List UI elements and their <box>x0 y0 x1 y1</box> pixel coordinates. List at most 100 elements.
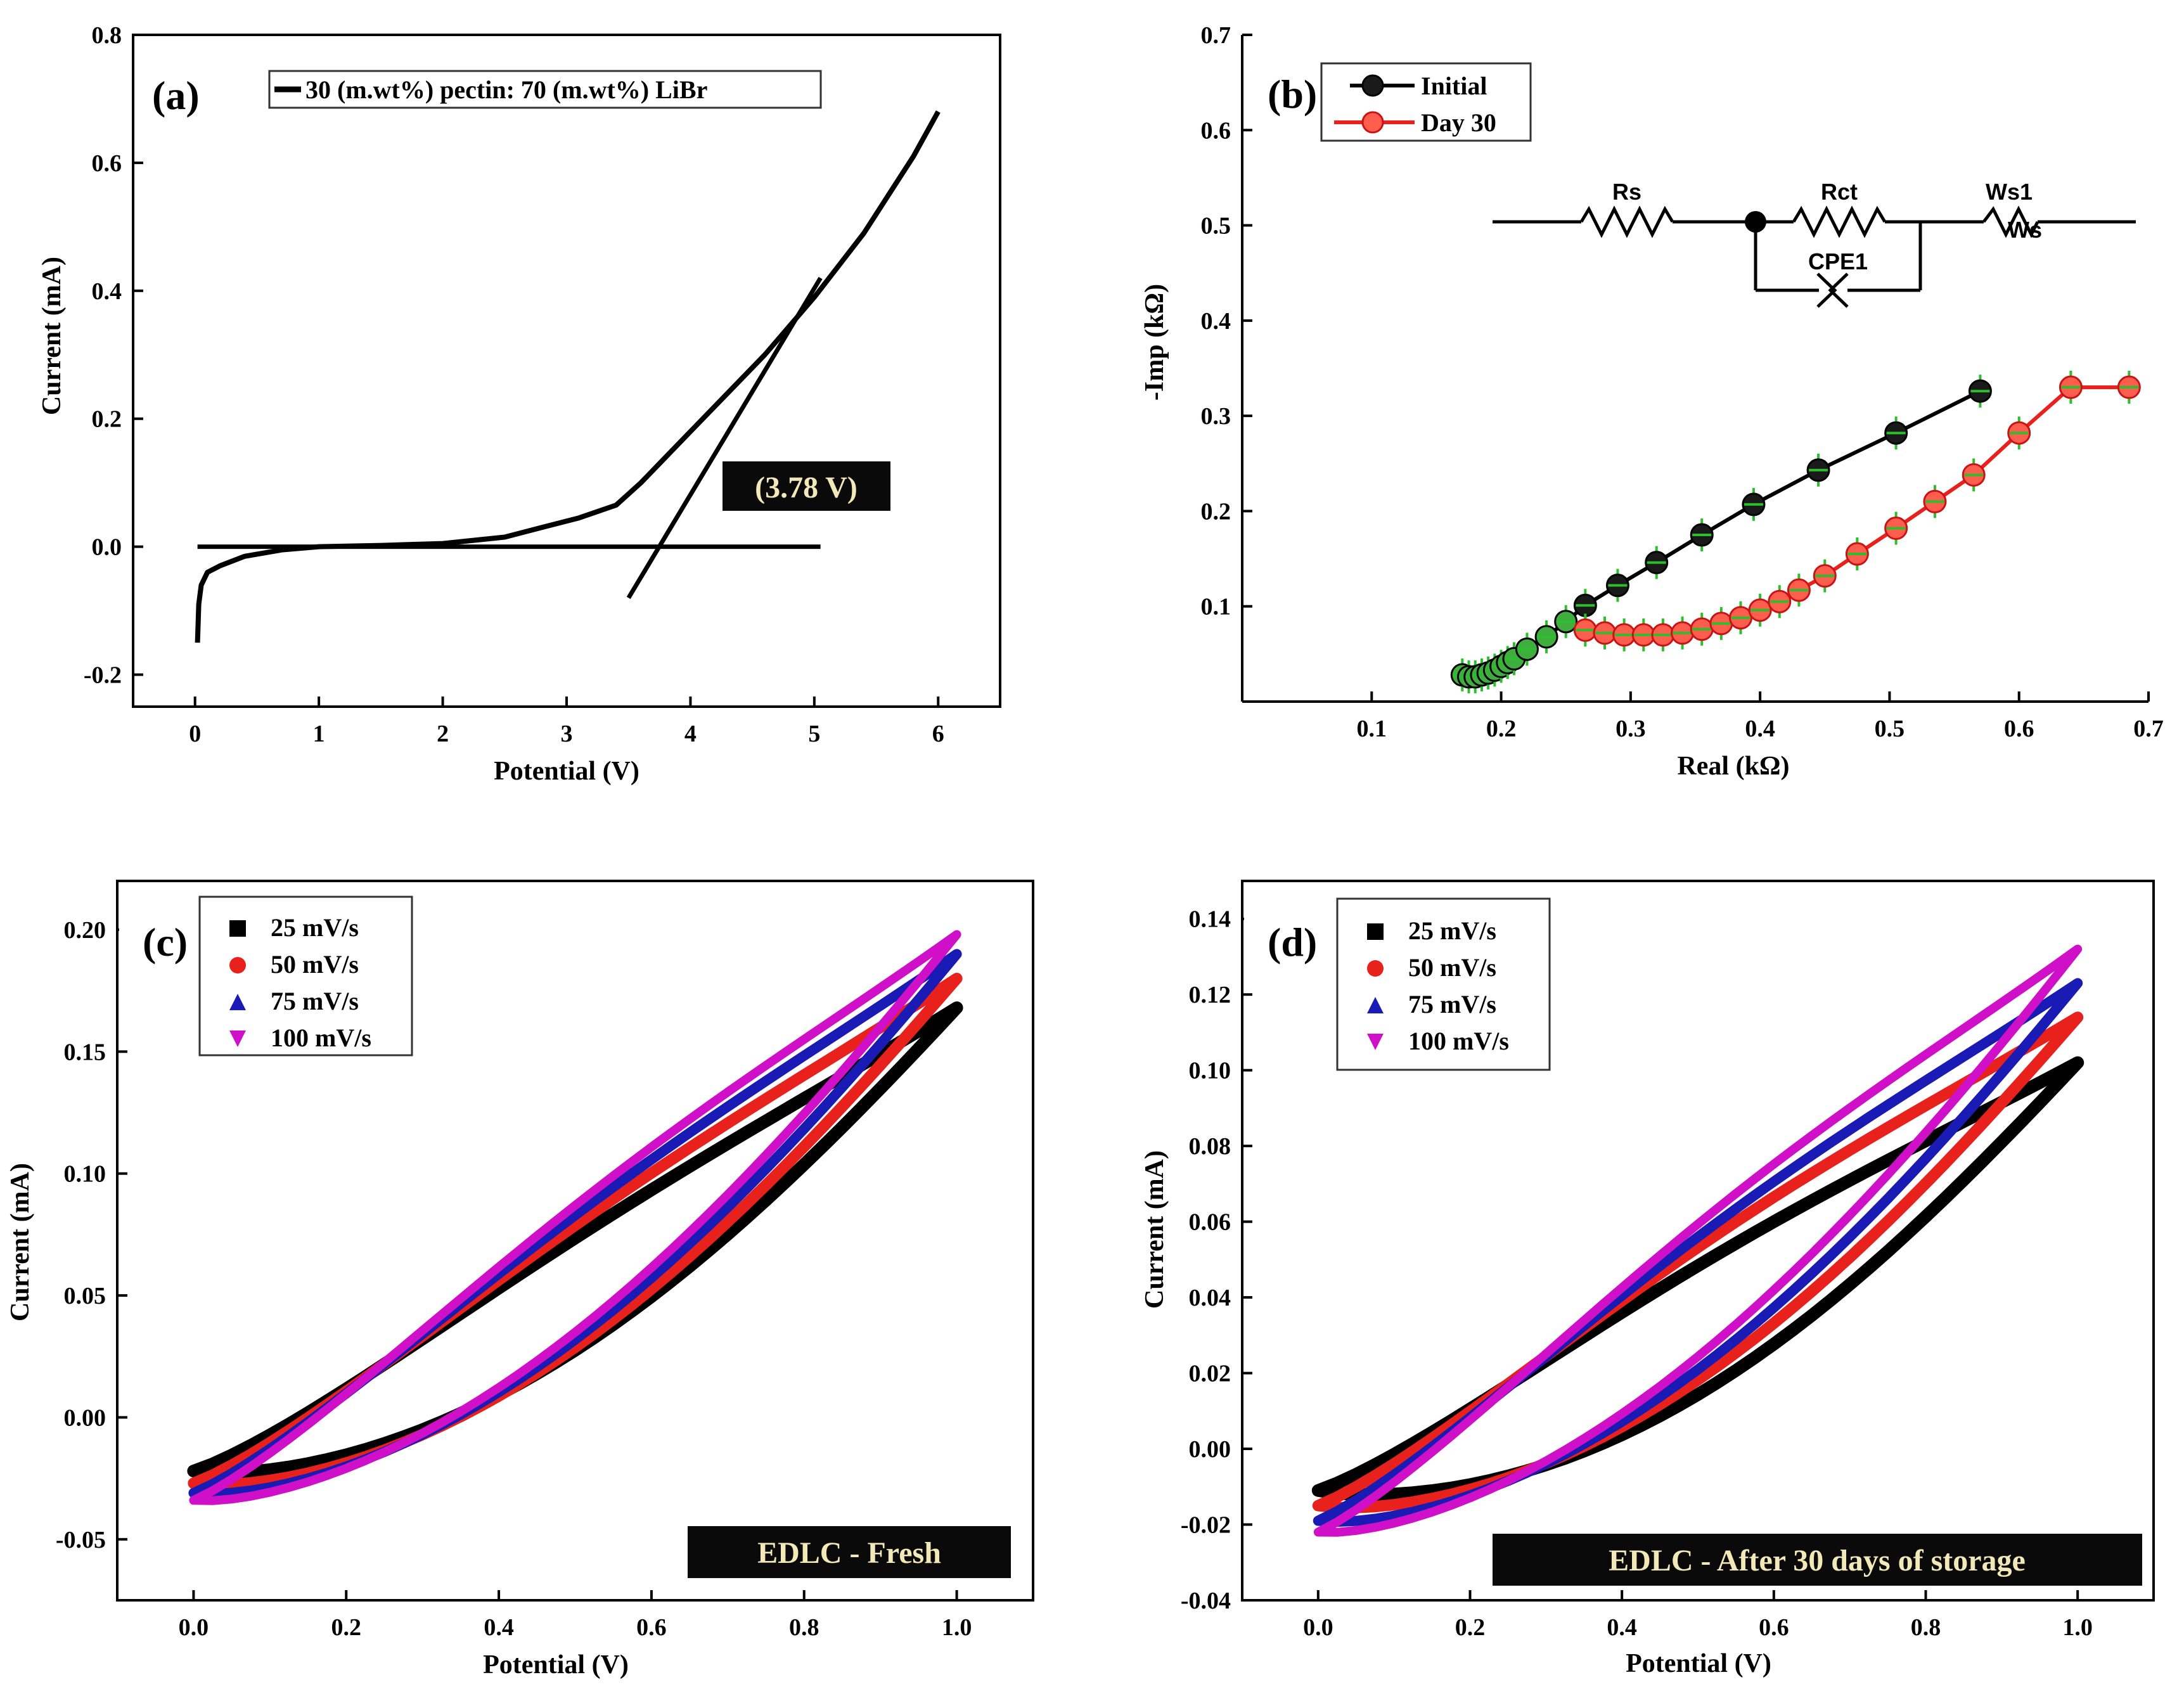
panel-b: 0.1 0.2 0.3 0.4 0.5 0.6 0.7 0.1 0.2 0.3 0.4 0.5 0.6 0… <box>1140 22 2164 781</box>
panel-a-xlabel: Potential (V) <box>494 757 639 786</box>
legend-label: 75 mV/s <box>271 987 359 1015</box>
x-tick-label: 0.2 <box>331 1614 362 1641</box>
panel-a: 0 1 2 3 4 5 6 -0.2 0.0 0.2 0.4 0.6 0.8 Potential (V)… <box>37 22 1001 786</box>
circuit-label-ws1: Ws1 <box>1986 179 2033 205</box>
y-tick-label: 0.6 <box>1201 117 1231 144</box>
x-tick-label: 0.6 <box>1759 1614 1789 1641</box>
legend-label: 100 mV/s <box>1408 1027 1509 1055</box>
y-tick-label: 0.2 <box>92 406 122 433</box>
x-tick-label: 0.1 <box>1357 716 1387 742</box>
warburg-element <box>1982 205 2039 238</box>
panel-a-ticks: 0 1 2 3 4 5 6 -0.2 0.0 0.2 0.4 0.6 0.8 <box>84 22 944 747</box>
series-day-30 <box>1573 371 2141 652</box>
legend-marker <box>1367 960 1384 977</box>
equivalent-circuit <box>1493 205 2136 308</box>
y-tick-label: 0.10 <box>64 1161 106 1188</box>
x-tick-label: 1.0 <box>2062 1614 2093 1641</box>
legend-marker-day30 <box>1361 111 1384 134</box>
circuit-label-ws: Ws <box>2008 217 2042 243</box>
x-tick-label: 4 <box>684 721 697 747</box>
y-tick-label: 0.04 <box>1189 1285 1231 1311</box>
y-tick-label: 0.6 <box>92 150 122 177</box>
panel-c-ylabel: Current (mA) <box>6 1163 35 1321</box>
panel-d-series <box>1311 944 2084 1537</box>
y-tick-label: 0.00 <box>1189 1436 1231 1463</box>
panel-b-tag: (b) <box>1268 72 1317 117</box>
circuit-node <box>1745 211 1766 233</box>
x-tick-label: 0.3 <box>1616 716 1646 742</box>
panel-d-annotation: EDLC - After 30 days of storage <box>1609 1544 2026 1577</box>
panel-b-xlabel: Real (kΩ) <box>1677 752 1789 781</box>
panel-a-annotation-box <box>723 461 890 511</box>
circuit-label-cpe1: CPE1 <box>1808 248 1868 274</box>
panel-c-ticks: 0.0 0.2 0.4 0.6 0.8 1.0 -0.05 0.00 0.05 0.10 0.15 0… <box>56 917 972 1641</box>
x-tick-label: 3 <box>561 721 573 747</box>
legend-label: 25 mV/s <box>271 913 359 942</box>
legend-label: 100 mV/s <box>271 1024 371 1052</box>
y-tick-label: 0.10 <box>1189 1058 1231 1084</box>
panel-d-ylabel: Current (mA) <box>1140 1150 1169 1309</box>
panel-c-xlabel: Potential (V) <box>483 1650 629 1679</box>
legend-marker <box>229 920 246 937</box>
legend-marker <box>1367 923 1384 940</box>
x-tick-label: 1.0 <box>942 1614 972 1641</box>
x-tick-label: 0.2 <box>1455 1614 1486 1641</box>
cpe-element <box>1816 273 1837 308</box>
panel-d-annotation-box <box>1493 1534 2142 1586</box>
panel-c-tag: (c) <box>143 920 188 965</box>
y-tick-label: 0.12 <box>1189 982 1231 1008</box>
panel-c-legend: 25 mV/s 50 mV/s 75 mV/s 100 mV/s <box>229 913 371 1052</box>
panel-a-ylabel: Current (mA) <box>37 257 67 415</box>
panel-c-frame <box>116 880 1034 1602</box>
y-tick-label: -0.04 <box>1181 1588 1231 1614</box>
x-tick-label: 0.0 <box>1303 1614 1333 1641</box>
panel-a-tag: (a) <box>152 73 200 118</box>
panel-a-frame <box>132 34 1001 708</box>
panel-b-ticks: 0.1 0.2 0.3 0.4 0.5 0.6 0.7 0.1 0.2 0.3 0.4 0.5 0.6 0… <box>1201 22 2164 742</box>
x-tick-label: 0.5 <box>1875 716 1905 742</box>
panel-a-tag-bg <box>136 49 269 132</box>
y-tick-label: 0.02 <box>1189 1361 1231 1387</box>
y-tick-label: 0.4 <box>1201 308 1231 335</box>
x-tick-label: 0.8 <box>1911 1614 1941 1641</box>
x-tick-label: 1 <box>313 721 325 747</box>
panel-d: 0.0 0.2 0.4 0.6 0.8 1.0 -0.04 -0.02 0.00 0.02 0.04… <box>1140 880 2155 1678</box>
x-tick-label: 0.7 <box>2133 716 2164 742</box>
y-tick-label: 0.5 <box>1201 213 1231 240</box>
panel-b-tag-bg <box>1243 49 1320 129</box>
y-tick-label: 0.0 <box>92 534 122 561</box>
panel-c-series <box>187 930 963 1505</box>
x-tick-label: 0.4 <box>484 1614 514 1641</box>
legend-marker <box>1367 1034 1384 1050</box>
panel-b-ylabel: -Imp (kΩ) <box>1140 284 1169 401</box>
x-tick-label: 0.4 <box>1607 1614 1637 1641</box>
panel-a-curve <box>195 110 941 643</box>
legend-label: 75 mV/s <box>1408 990 1496 1018</box>
y-tick-label: 0.20 <box>64 917 106 944</box>
legend-marker-initial <box>1361 74 1384 97</box>
x-tick-label: 0.4 <box>1745 716 1775 742</box>
y-tick-label: 0.4 <box>92 278 122 305</box>
panel-d-tag: (d) <box>1268 920 1317 965</box>
panel-c: 0.0 0.2 0.4 0.6 0.8 1.0 -0.05 0.00 0.05 0.10 0.15 0… <box>6 880 1034 1679</box>
panel-a-legend-box <box>268 70 822 109</box>
panel-a-annotation: (3.78 V) <box>755 471 858 504</box>
legend-label: 50 mV/s <box>271 950 359 979</box>
cv-loop-100-mv-s <box>189 930 961 1505</box>
y-tick-label: 0.1 <box>1201 594 1231 620</box>
panel-b-series <box>1450 371 2141 693</box>
rs-resistor <box>1579 205 1674 238</box>
panel-b-frame <box>1242 35 2149 702</box>
x-tick-label: 0.6 <box>636 1614 667 1641</box>
y-tick-label: 0.15 <box>64 1039 106 1065</box>
panel-d-ticks: 0.0 0.2 0.4 0.6 0.8 1.0 -0.04 -0.02 0.00 0.02 0.04… <box>1181 906 2093 1641</box>
y-tick-label: 0.14 <box>1189 906 1231 933</box>
panel-d-legend: 25 mV/s 50 mV/s 75 mV/s 100 mV/s <box>1367 916 1509 1055</box>
panel-d-frame <box>1241 880 2155 1602</box>
x-tick-label: 0.8 <box>789 1614 819 1641</box>
y-tick-label: 0.7 <box>1201 22 1231 49</box>
y-tick-label: -0.05 <box>56 1527 106 1553</box>
circuit-label-rs: Rs <box>1612 179 1641 205</box>
panel-c-annotation: EDLC - Fresh <box>757 1536 941 1570</box>
